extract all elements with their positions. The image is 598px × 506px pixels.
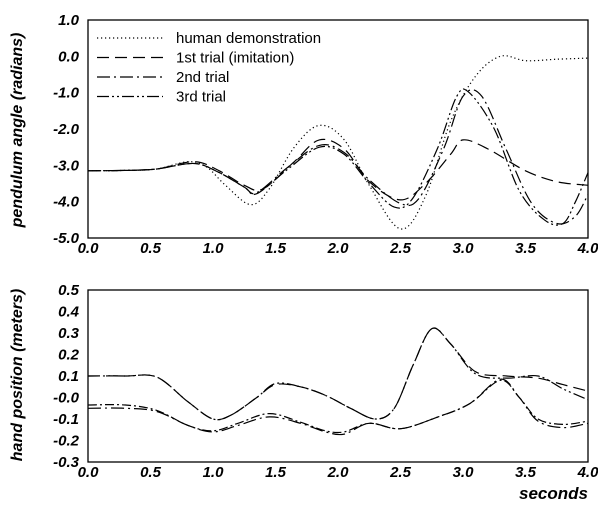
top-y-tick-label: -4.0 — [53, 194, 80, 211]
bottom-y-tick-label: 0.3 — [58, 325, 80, 342]
legend-label: 3rd trial — [176, 89, 226, 106]
legend-label: 2nd trial — [176, 69, 229, 86]
top-x-tick-label: 2.5 — [389, 240, 412, 257]
top-series-line-4 — [87, 88, 589, 226]
top-y-tick-label: -2.0 — [53, 121, 80, 138]
top-series-line-1 — [87, 55, 589, 230]
bottom-y-tick-label: 0.4 — [58, 304, 80, 321]
bottom-x-tick-label: 1.0 — [203, 464, 225, 481]
bottom-y-tick-label: -0.2 — [53, 433, 80, 450]
bottom-series-group — [87, 327, 589, 436]
bottom-x-tick-label: 3.0 — [453, 464, 475, 481]
top-y-tick-label: 0.0 — [58, 48, 80, 65]
bottom-y-tick-label: 0.1 — [58, 368, 79, 385]
bottom-x-tick-label: 0.0 — [78, 464, 100, 481]
bottom-y-tick-label: 0.2 — [58, 347, 80, 364]
top-y-tick-label: -1.0 — [53, 85, 80, 102]
bottom-series-line-2 — [87, 327, 589, 421]
bottom-plot-frame — [87, 289, 589, 463]
legend-label: human demonstration — [176, 30, 321, 47]
top-x-tick-label: 2.0 — [327, 240, 350, 257]
bottom-y-tick-label: -0.1 — [53, 411, 79, 428]
bottom-x-tick-label: 2.5 — [389, 464, 412, 481]
bottom-x-tick-label: 3.5 — [515, 464, 537, 481]
bottom-series-line-1 — [87, 327, 589, 421]
top-x-tick-label: 0.0 — [78, 240, 100, 257]
top-series-group — [87, 55, 589, 230]
top-plot-frame — [87, 19, 589, 239]
legend-label: 1st trial (imitation) — [176, 50, 294, 67]
bottom-x-tick-label: 1.5 — [265, 464, 287, 481]
bottom-tick-labels: 0.0 0.5 1.0 1.5 2.0 2.5 3.0 3.5 4.0 0.5 0.4 0.3 0.2 0… — [53, 282, 598, 481]
top-tick-labels: 0.0 0.5 1.0 1.5 2.0 2.5 3.0 3.5 4.0 1.0 0.0 -1.0 -2.… — [53, 12, 598, 257]
legend: human demonstration 1st trial (imitation)… — [97, 30, 321, 106]
top-y-axis-label: pendulum angle (radians) — [9, 33, 26, 229]
top-x-tick-label: 3.5 — [515, 240, 537, 257]
bottom-y-axis-label: hand position (meters) — [9, 289, 26, 461]
top-x-tick-label: 1.5 — [265, 240, 287, 257]
top-y-tick-label: -3.0 — [53, 157, 80, 174]
bottom-x-tick-label: 4.0 — [577, 464, 598, 481]
bottom-series-line-4 — [87, 379, 589, 434]
top-x-tick-label: 1.0 — [203, 240, 225, 257]
top-y-tick-label: -5.0 — [53, 230, 80, 247]
top-x-tick-label: 4.0 — [577, 240, 598, 257]
top-series-line-2 — [87, 138, 589, 201]
bottom-y-tick-label: -0.3 — [53, 454, 80, 471]
x-axis-label: seconds — [519, 484, 588, 503]
bottom-y-tick-label: -0.0 — [53, 390, 80, 407]
top-y-tick-label: 1.0 — [58, 12, 80, 29]
hand-position-chart: hand position (meters) 0.0 0.5 1.0 1.5 2.0 2.… — [9, 282, 598, 503]
bottom-x-tick-label: 2.0 — [327, 464, 350, 481]
bottom-series-line-3 — [87, 378, 589, 436]
top-series-line-3 — [87, 89, 589, 225]
top-x-tick-label: 0.5 — [140, 240, 162, 257]
bottom-x-tick-label: 0.5 — [140, 464, 162, 481]
top-x-tick-label: 3.0 — [453, 240, 475, 257]
pendulum-angle-chart: pendulum angle (radians) 0.0 0.5 1.0 1.5 2.0… — [9, 12, 598, 257]
bottom-y-tick-label: 0.5 — [58, 282, 80, 299]
